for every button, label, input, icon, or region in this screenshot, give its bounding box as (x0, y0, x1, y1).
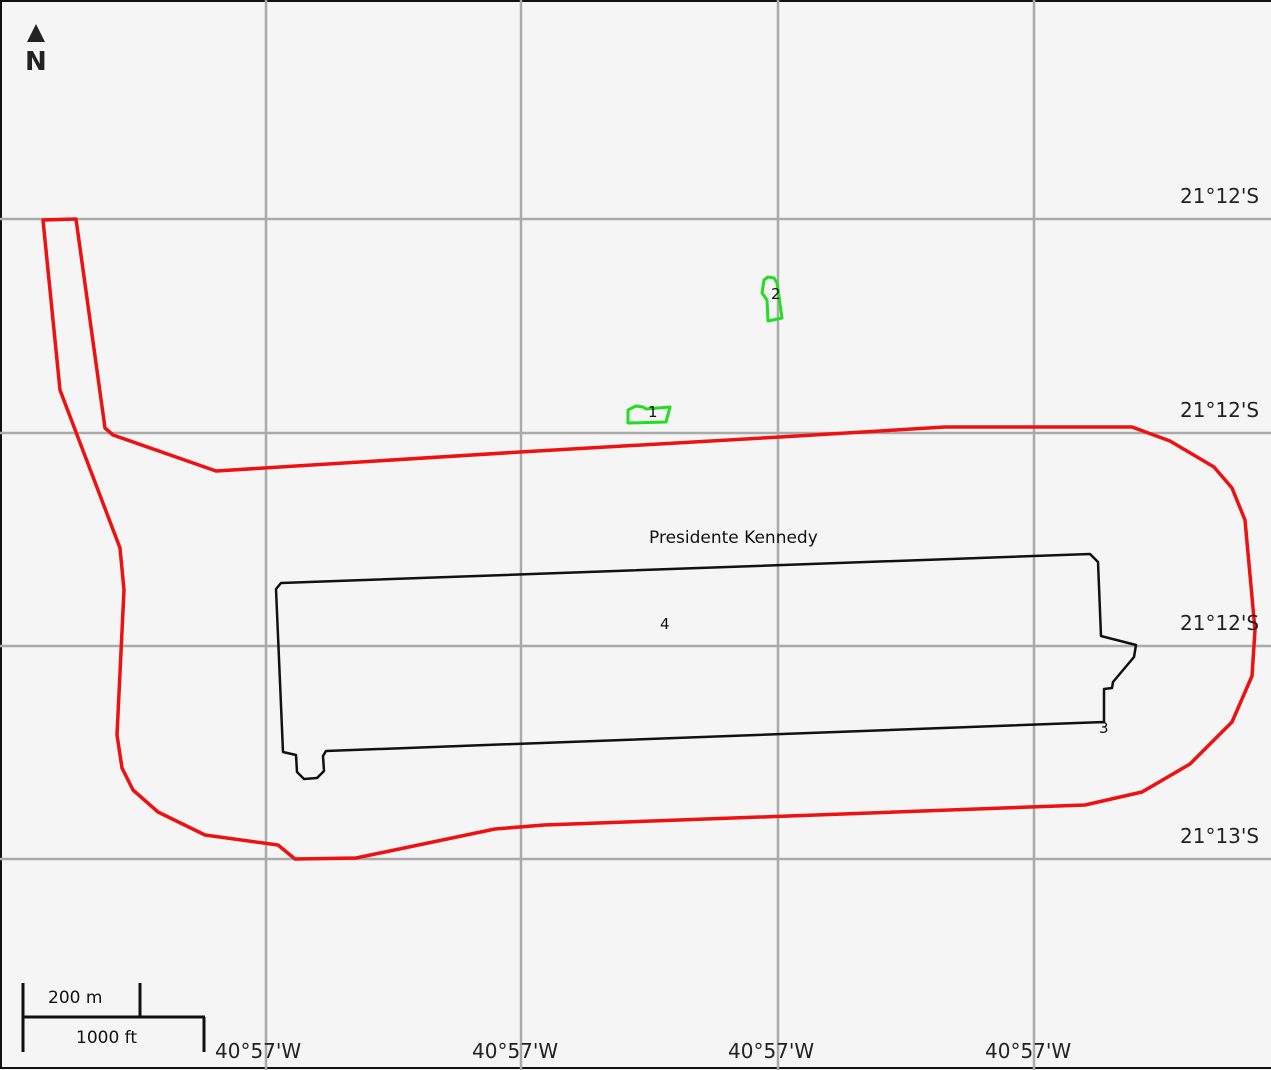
longitude-label: 40°57'W (472, 1039, 558, 1063)
green-feature-1[interactable] (626, 404, 672, 425)
north-arrow-icon (27, 24, 45, 42)
polygon-label-1: 1 (648, 403, 658, 421)
place-label: Presidente Kennedy (649, 528, 818, 548)
longitude-label: 40°57'W (215, 1039, 301, 1063)
green-feature-2[interactable] (760, 275, 784, 323)
latitude-label: 21°12'S (1180, 398, 1259, 422)
polygon-label-2: 2 (771, 285, 781, 303)
scale-metric-label: 200 m (48, 988, 102, 1008)
scale-imperial-label: 1000 ft (76, 1028, 137, 1048)
latitude-label: 21°12'S (1180, 184, 1259, 208)
longitude-label: 40°57'W (728, 1039, 814, 1063)
polygon-label-4: 4 (660, 615, 670, 633)
latitude-label: 21°12'S (1180, 611, 1259, 635)
latitude-label: 21°13'S (1180, 824, 1259, 848)
north-arrow: N (25, 24, 47, 77)
north-label: N (25, 47, 47, 77)
scale-bar: 200 m 1000 ft (21, 983, 206, 1052)
red-boundary-polygon[interactable] (41, 217, 1257, 861)
black-outline-polygon[interactable] (274, 552, 1138, 781)
longitude-label: 40°57'W (985, 1039, 1071, 1063)
polygon-label-3: 3 (1099, 719, 1109, 737)
